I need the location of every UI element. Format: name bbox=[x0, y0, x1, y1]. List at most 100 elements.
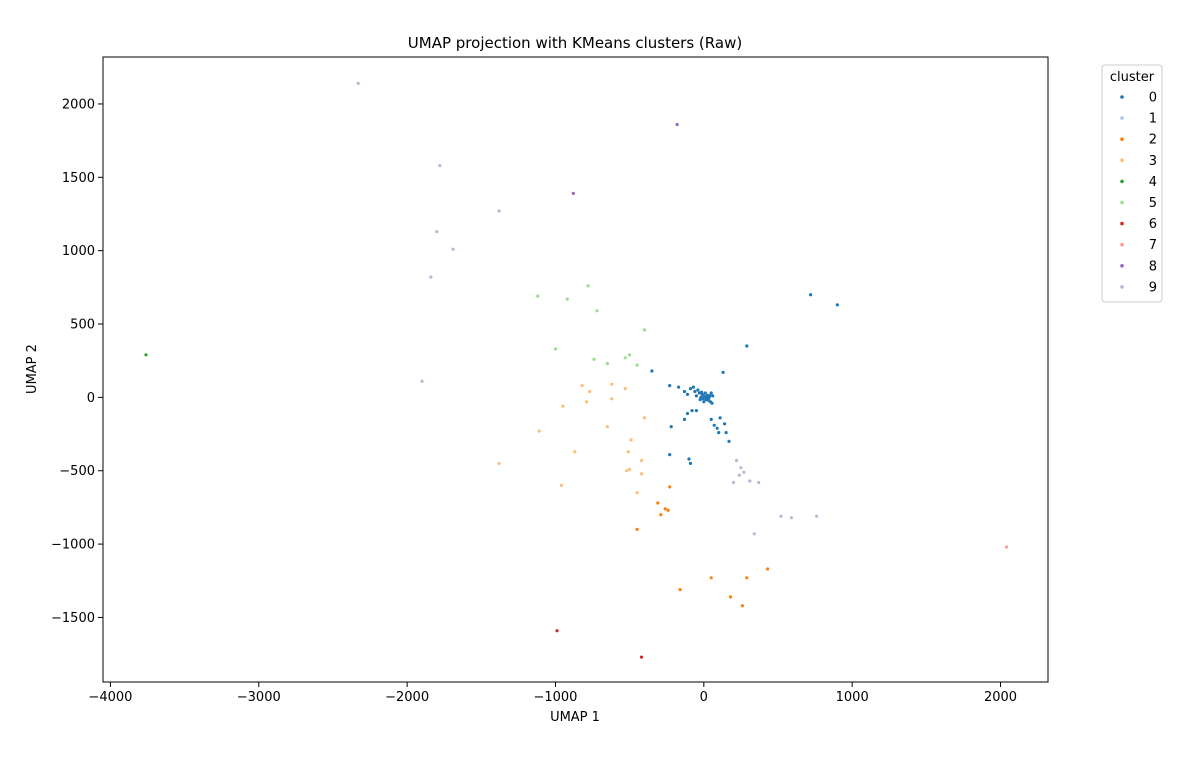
y-tick-label: −1000 bbox=[51, 538, 95, 553]
legend-items: 0 1 2 3 4 5 6 7 8 9 bbox=[1120, 91, 1157, 295]
data-point-cluster-9 bbox=[737, 473, 742, 477]
data-point-cluster-0 bbox=[688, 387, 693, 391]
x-tick-label: 2000 bbox=[984, 690, 1017, 705]
legend-label-cluster-6: 6 bbox=[1149, 217, 1157, 232]
data-point-cluster-0 bbox=[650, 369, 654, 373]
data-point-cluster-2 bbox=[745, 576, 749, 580]
legend-label-cluster-4: 4 bbox=[1149, 175, 1157, 190]
data-point-cluster-0 bbox=[710, 401, 714, 405]
data-point-cluster-0 bbox=[696, 388, 700, 392]
data-point-cluster-0 bbox=[685, 392, 690, 396]
data-point-cluster-0 bbox=[691, 385, 696, 389]
y-tick-label: 2000 bbox=[62, 97, 95, 112]
data-point-cluster-0 bbox=[717, 431, 721, 435]
data-point-cluster-5 bbox=[553, 347, 558, 351]
data-point-cluster-0 bbox=[682, 389, 687, 394]
data-point-cluster-0 bbox=[724, 431, 728, 435]
data-point-cluster-9 bbox=[497, 209, 501, 213]
data-point-cluster-3 bbox=[628, 467, 632, 471]
data-point-cluster-3 bbox=[605, 425, 610, 429]
data-point-cluster-4 bbox=[144, 353, 148, 357]
y-tick-label: 1000 bbox=[62, 244, 95, 259]
data-point-cluster-9 bbox=[748, 479, 752, 483]
y-axis: −1500 −1000 −500 0 500 1000 1500 2000 bbox=[51, 97, 103, 626]
data-point-cluster-0 bbox=[703, 395, 707, 399]
y-tick-label: 1500 bbox=[62, 171, 95, 186]
legend-label-cluster-5: 5 bbox=[1149, 196, 1157, 211]
data-point-cluster-0 bbox=[687, 457, 691, 461]
data-point-cluster-3 bbox=[585, 400, 589, 404]
data-point-cluster-3 bbox=[626, 450, 630, 454]
y-tick-label: 0 bbox=[87, 391, 95, 406]
data-point-cluster-9 bbox=[742, 470, 746, 474]
legend-marker-cluster-2 bbox=[1120, 137, 1124, 141]
data-point-cluster-5 bbox=[605, 362, 610, 366]
data-point-cluster-3 bbox=[635, 491, 639, 495]
data-point-cluster-9 bbox=[356, 81, 360, 85]
data-point-cluster-9 bbox=[789, 516, 794, 520]
data-point-cluster-0 bbox=[712, 423, 716, 427]
legend-marker-cluster-0 bbox=[1120, 95, 1124, 99]
data-point-cluster-3 bbox=[559, 483, 564, 487]
data-point-cluster-9 bbox=[438, 164, 442, 168]
data-point-cluster-5 bbox=[565, 297, 569, 301]
data-point-cluster-0 bbox=[745, 344, 749, 348]
x-tick-label: 1000 bbox=[836, 690, 869, 705]
data-point-cluster-3 bbox=[537, 429, 541, 433]
data-point-cluster-0 bbox=[685, 411, 690, 416]
data-point-cluster-0 bbox=[682, 417, 687, 421]
data-point-cluster-9 bbox=[451, 247, 455, 251]
y-tick-label: −500 bbox=[59, 464, 95, 479]
data-point-cluster-2 bbox=[678, 588, 682, 592]
y-tick-label: 500 bbox=[70, 318, 95, 333]
legend-marker-cluster-9 bbox=[1120, 285, 1124, 289]
legend-marker-cluster-8 bbox=[1120, 264, 1124, 268]
chart-title: UMAP projection with KMeans clusters (Ra… bbox=[408, 34, 742, 52]
data-point-cluster-3 bbox=[625, 469, 629, 473]
data-point-cluster-0 bbox=[721, 370, 725, 374]
legend-label-cluster-2: 2 bbox=[1149, 133, 1157, 148]
data-point-cluster-9 bbox=[435, 230, 439, 234]
data-point-cluster-5 bbox=[536, 294, 540, 298]
data-point-cluster-9 bbox=[752, 532, 756, 536]
data-point-cluster-0 bbox=[727, 439, 731, 443]
data-point-cluster-3 bbox=[639, 458, 644, 463]
x-tick-label: −4000 bbox=[88, 690, 132, 705]
legend-box bbox=[1101, 64, 1163, 303]
data-point-cluster-0 bbox=[809, 293, 813, 297]
x-tick-label: 0 bbox=[700, 690, 708, 705]
data-point-cluster-5 bbox=[592, 357, 596, 361]
data-point-cluster-0 bbox=[835, 303, 839, 307]
data-point-cluster-2 bbox=[659, 513, 663, 517]
data-point-cluster-0 bbox=[715, 426, 719, 430]
data-point-cluster-0 bbox=[723, 422, 727, 426]
legend-label-cluster-0: 0 bbox=[1149, 91, 1157, 106]
data-point-cluster-3 bbox=[623, 387, 627, 391]
data-point-cluster-0 bbox=[700, 390, 704, 394]
data-point-cluster-5 bbox=[635, 363, 639, 367]
data-point-cluster-0 bbox=[668, 384, 672, 388]
points-layer bbox=[144, 81, 1009, 659]
data-point-cluster-2 bbox=[766, 567, 770, 571]
y-tick-label: −1500 bbox=[51, 611, 95, 626]
data-point-cluster-9 bbox=[420, 379, 424, 383]
data-point-cluster-0 bbox=[709, 417, 713, 421]
data-point-cluster-3 bbox=[639, 472, 644, 476]
legend-marker-cluster-7 bbox=[1120, 242, 1124, 247]
x-tick-label: −3000 bbox=[237, 690, 281, 705]
data-point-cluster-9 bbox=[734, 458, 739, 463]
legend-title: cluster bbox=[1110, 70, 1155, 85]
legend-marker-cluster-1 bbox=[1120, 116, 1124, 120]
legend-marker-cluster-4 bbox=[1120, 179, 1124, 184]
data-point-cluster-2 bbox=[740, 604, 745, 608]
data-point-cluster-5 bbox=[642, 328, 647, 332]
data-point-cluster-3 bbox=[497, 461, 501, 465]
legend-marker-cluster-3 bbox=[1120, 158, 1124, 163]
data-point-cluster-2 bbox=[668, 485, 672, 489]
legend-label-cluster-9: 9 bbox=[1149, 280, 1157, 295]
data-point-cluster-8 bbox=[675, 122, 679, 127]
plot-frame bbox=[102, 56, 1049, 683]
data-point-cluster-0 bbox=[709, 391, 713, 395]
data-point-cluster-0 bbox=[669, 425, 673, 429]
